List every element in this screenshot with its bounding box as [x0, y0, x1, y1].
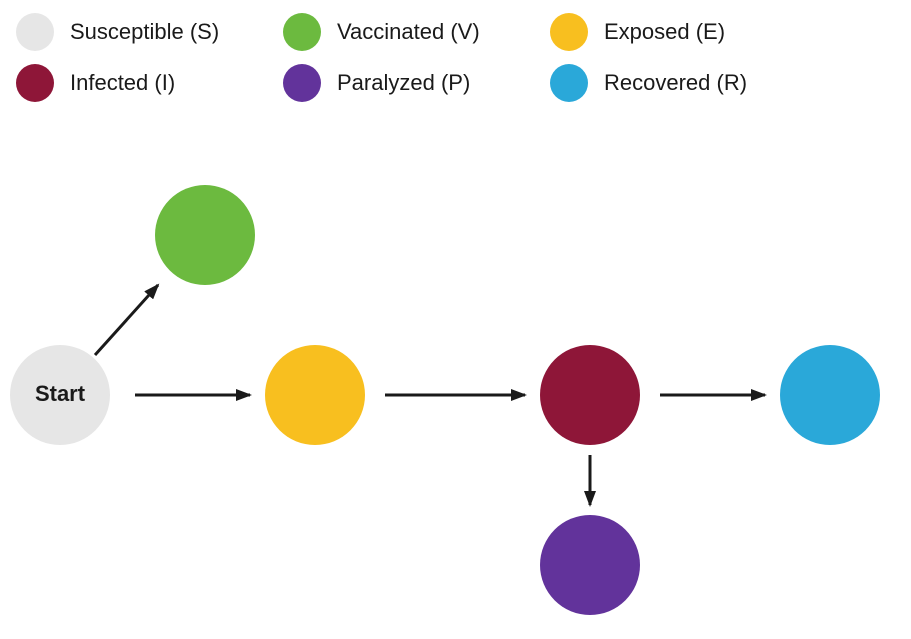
- node-exposed: [265, 345, 365, 445]
- legend-swatch-e: [550, 13, 588, 51]
- legend-label-r: Recovered (R): [604, 70, 747, 95]
- legend-label-p: Paralyzed (P): [337, 70, 470, 95]
- nodes: Start: [10, 185, 880, 615]
- edge-start-to-vaccinated: [95, 285, 158, 355]
- legend-label-i: Infected (I): [70, 70, 175, 95]
- edges: [95, 285, 765, 505]
- legend-label-e: Exposed (E): [604, 19, 725, 44]
- legend-label-v: Vaccinated (V): [337, 19, 480, 44]
- legend-swatch-v: [283, 13, 321, 51]
- node-paralyzed: [540, 515, 640, 615]
- legend-swatch-r: [550, 64, 588, 102]
- legend: Susceptible (S) Vaccinated (V) Exposed (E)…: [16, 13, 747, 102]
- node-recovered: [780, 345, 880, 445]
- legend-swatch-s: [16, 13, 54, 51]
- legend-swatch-i: [16, 64, 54, 102]
- node-vaccinated: [155, 185, 255, 285]
- legend-swatch-p: [283, 64, 321, 102]
- legend-label-s: Susceptible (S): [70, 19, 219, 44]
- node-label-start: Start: [35, 381, 86, 406]
- compartmental-model-diagram: Susceptible (S) Vaccinated (V) Exposed (E)…: [0, 0, 911, 639]
- node-infected: [540, 345, 640, 445]
